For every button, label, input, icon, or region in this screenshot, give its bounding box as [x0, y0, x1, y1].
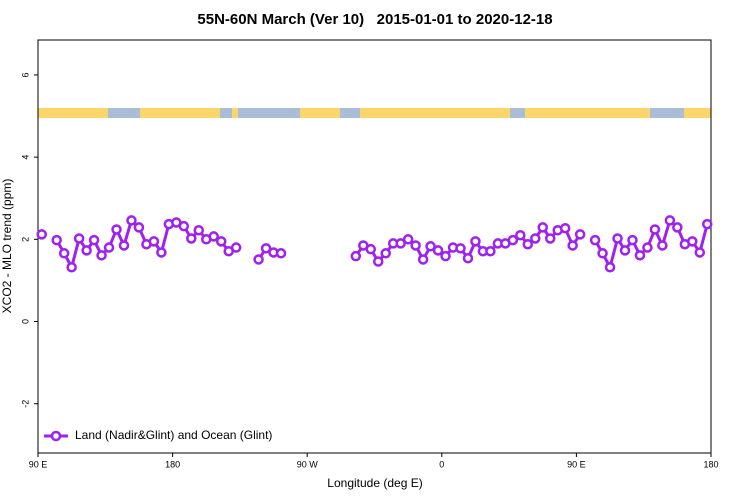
x-tick-label: 0: [439, 459, 444, 469]
land-band: [232, 108, 238, 118]
data-point: [619, 245, 631, 256]
data-point: [537, 222, 548, 233]
data-point: [470, 236, 481, 247]
data-point: [148, 236, 160, 247]
data-point: [417, 254, 429, 265]
data-point: [672, 222, 683, 233]
data-point: [664, 215, 676, 226]
data-point: [365, 243, 377, 255]
data-point: [522, 238, 534, 250]
data-point: [350, 250, 362, 262]
data-point: [230, 242, 242, 253]
data-point: [530, 233, 541, 244]
x-tick-label: 180: [165, 459, 180, 469]
data-point: [455, 243, 466, 254]
data-point: [627, 234, 638, 246]
data-point: [395, 238, 406, 249]
land-band: [300, 108, 340, 118]
y-axis-label: XCO2 - MLO trend (ppm): [0, 179, 14, 314]
land-band: [684, 108, 711, 118]
data-point: [81, 245, 92, 256]
x-axis-label: Longitude (deg E): [327, 476, 422, 490]
data-point: [380, 248, 391, 259]
data-point: [425, 241, 436, 252]
data-point: [515, 229, 526, 241]
land-band: [525, 108, 650, 118]
y-tick-label: 2: [20, 237, 30, 242]
chart-title: 55N-60N March (Ver 10) 2015-01-01 to 202…: [197, 11, 552, 28]
y-tick-label: -2: [20, 400, 30, 408]
data-point: [642, 242, 653, 253]
data-point: [178, 220, 190, 232]
x-tick-label: 90 W: [297, 459, 319, 469]
data-point: [559, 222, 571, 234]
land-ocean-strip: [38, 108, 711, 118]
legend-label: Land (Nadir&Glint) and Ocean (Glint): [75, 428, 272, 442]
x-tick-label: 90 E: [29, 459, 48, 469]
x-tick-label: 90 E: [567, 459, 586, 469]
data-point: [36, 229, 47, 240]
data-point: [73, 233, 85, 244]
data-point: [66, 262, 77, 273]
data-point: [58, 248, 70, 259]
y-tick-label: 6: [20, 72, 30, 77]
data-point: [208, 231, 219, 242]
land-band: [38, 108, 108, 118]
data-point: [567, 240, 578, 251]
data-point: [410, 240, 421, 251]
data-point: [604, 262, 616, 273]
data-point: [126, 215, 137, 226]
x-tick-label: 180: [703, 459, 718, 469]
data-point: [657, 240, 668, 251]
data-point: [96, 250, 107, 261]
data-point: [649, 224, 661, 235]
data-point: [634, 250, 646, 261]
data-point: [51, 234, 62, 246]
legend-marker: [50, 430, 62, 442]
data-point: [507, 234, 519, 246]
data-point: [118, 240, 130, 251]
data-point: [88, 234, 100, 246]
y-tick-label: 4: [20, 155, 30, 160]
data-point: [103, 242, 115, 253]
data-point: [702, 218, 713, 230]
data-point: [253, 254, 264, 265]
data-point: [260, 243, 272, 254]
data-point: [544, 233, 556, 244]
data-point: [432, 245, 444, 256]
data-point: [589, 234, 601, 246]
data-point: [462, 252, 474, 264]
data-point: [687, 236, 698, 247]
data-point: [193, 225, 205, 236]
plot-frame: [37, 39, 712, 454]
data-point: [133, 222, 145, 233]
y-tick-label: 0: [20, 319, 30, 324]
data-point: [186, 233, 197, 244]
land-band: [140, 108, 220, 118]
data-point: [574, 229, 586, 240]
data-point: [694, 247, 706, 258]
data-point: [485, 245, 496, 257]
data-point: [372, 256, 384, 267]
data-point: [215, 236, 227, 247]
data-point: [402, 234, 414, 245]
land-band: [360, 108, 510, 118]
data-point: [612, 233, 623, 244]
data-point: [597, 248, 608, 259]
data-point: [440, 250, 451, 262]
data-point: [275, 248, 287, 259]
data-point: [156, 247, 167, 258]
data-point: [111, 224, 122, 235]
